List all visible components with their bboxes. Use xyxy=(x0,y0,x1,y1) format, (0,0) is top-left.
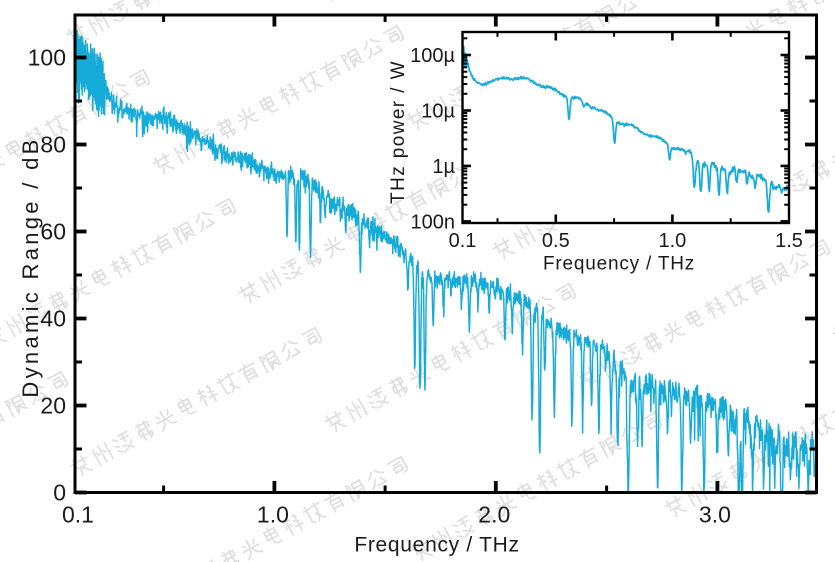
svg-text:Frequency / THz: Frequency / THz xyxy=(354,534,519,557)
svg-text:40: 40 xyxy=(40,306,66,332)
svg-text:0: 0 xyxy=(53,480,66,506)
svg-text:1µ: 1µ xyxy=(432,156,455,178)
svg-text:60: 60 xyxy=(40,219,66,245)
svg-text:THz power / W: THz power / W xyxy=(388,60,409,204)
svg-text:0.1: 0.1 xyxy=(449,230,477,252)
svg-text:Dynamic Range / dB: Dynamic Range / dB xyxy=(18,136,43,397)
svg-text:100n: 100n xyxy=(411,211,456,233)
svg-text:20: 20 xyxy=(40,393,66,419)
svg-text:10µ: 10µ xyxy=(421,101,455,123)
svg-text:100: 100 xyxy=(28,45,66,71)
svg-text:1.0: 1.0 xyxy=(257,502,289,528)
svg-text:1.0: 1.0 xyxy=(658,230,686,252)
svg-text:0.5: 0.5 xyxy=(542,230,570,252)
svg-text:2.0: 2.0 xyxy=(478,502,510,528)
svg-text:0.1: 0.1 xyxy=(62,502,94,528)
svg-text:80: 80 xyxy=(40,132,66,158)
svg-text:100µ: 100µ xyxy=(410,45,455,67)
svg-text:3.0: 3.0 xyxy=(699,502,731,528)
svg-text:Frequency / THz: Frequency / THz xyxy=(543,254,695,275)
svg-text:1.5: 1.5 xyxy=(775,230,803,252)
